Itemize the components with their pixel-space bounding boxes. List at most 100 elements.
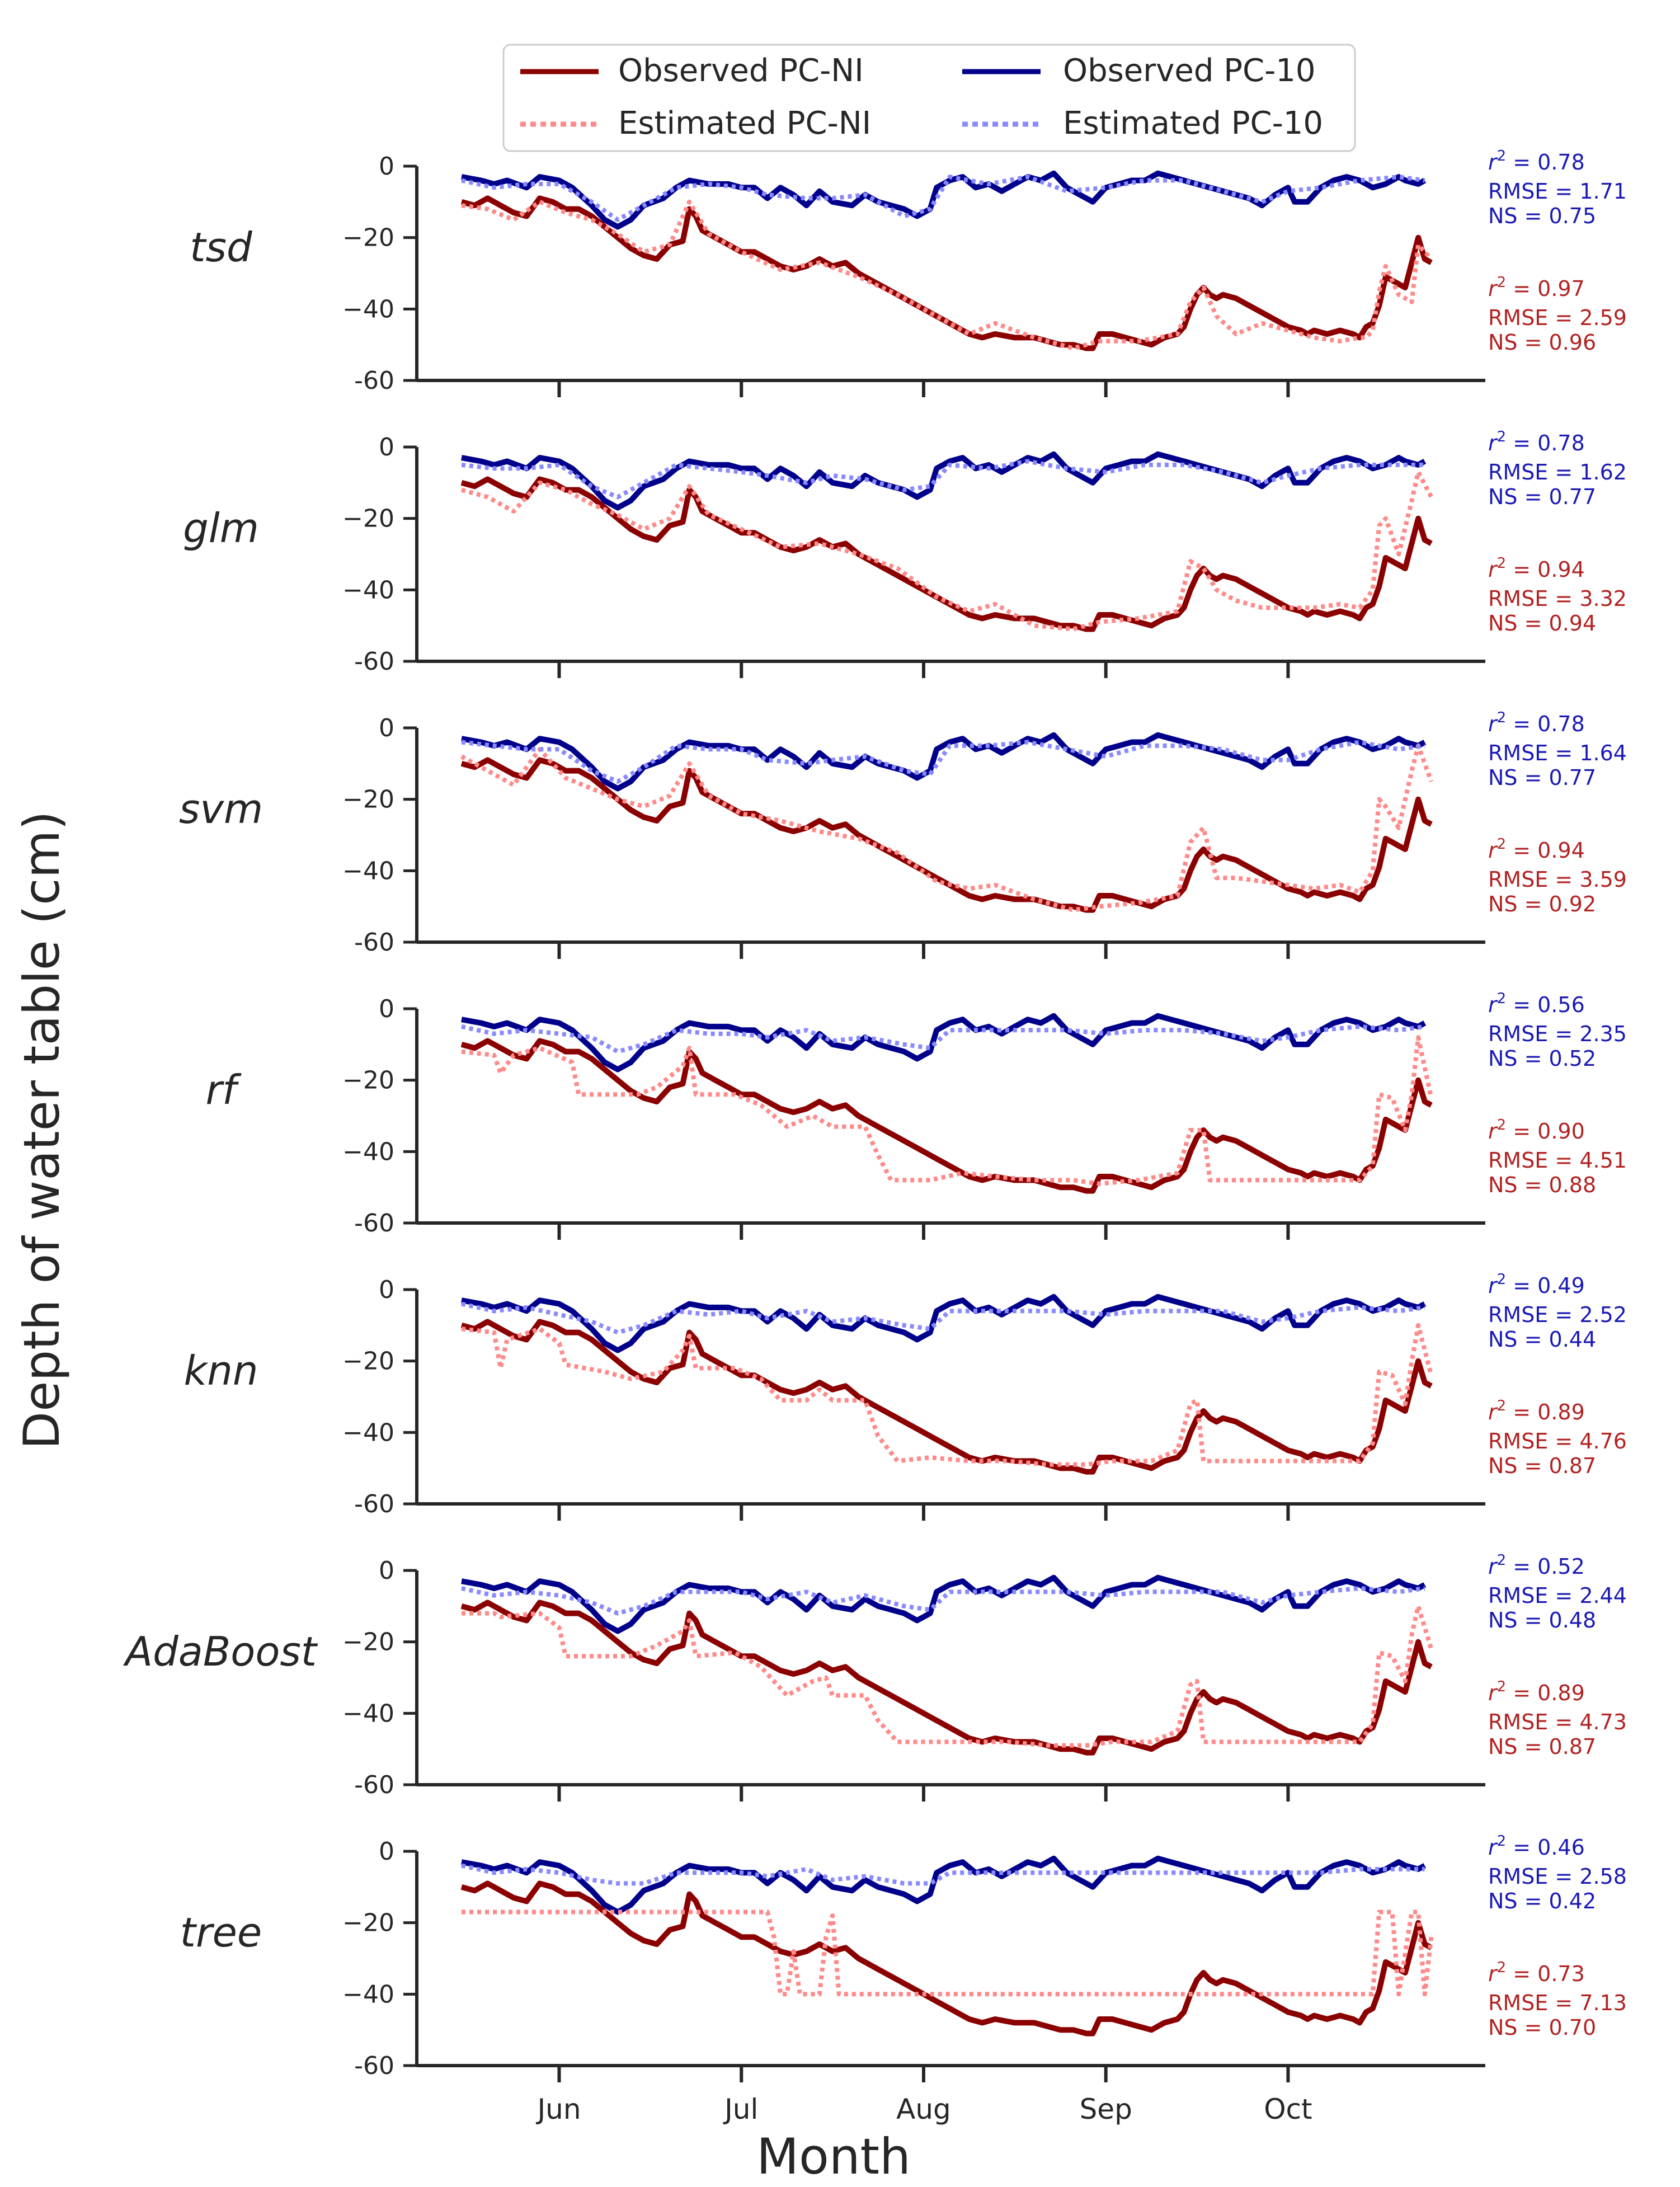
stat-ns-pc10: NS = 0.48 bbox=[1488, 1608, 1596, 1633]
y-tick-label: -60 bbox=[354, 366, 394, 395]
stat-rmse-pcni: RMSE = 3.32 bbox=[1488, 586, 1627, 611]
y-tick-label: -60 bbox=[354, 2052, 394, 2080]
legend: Observed PC-NI Estimated PC-NI Observed … bbox=[502, 44, 1356, 152]
y-tick-label: 0 bbox=[379, 433, 394, 462]
legend-frame bbox=[502, 44, 1356, 152]
stat-ns-pcni: NS = 0.87 bbox=[1488, 1734, 1596, 1759]
stat-rmse-pcni: RMSE = 4.76 bbox=[1488, 1429, 1627, 1454]
series-observed-pcni bbox=[460, 1880, 1433, 2037]
y-tick-label: −20 bbox=[342, 1347, 394, 1376]
stat-rmse-pc10: RMSE = 2.44 bbox=[1488, 1583, 1627, 1608]
y-tick-label: 0 bbox=[379, 1276, 394, 1304]
stat-r2-pc10: r2 = 0.78 bbox=[1488, 709, 1585, 736]
stat-r2-pc10: r2 = 0.46 bbox=[1488, 1833, 1585, 1860]
stat-rmse-pc10: RMSE = 1.64 bbox=[1488, 741, 1627, 765]
y-tick-label: 0 bbox=[379, 1837, 394, 1866]
y-tick-label: -60 bbox=[354, 1209, 394, 1238]
x-tick-label: Oct bbox=[1264, 2093, 1312, 2125]
legend-label-estimated-pcni: Estimated PC-NI bbox=[618, 105, 871, 142]
y-tick-label: 0 bbox=[379, 714, 394, 742]
stat-rmse-pcni: RMSE = 3.59 bbox=[1488, 867, 1627, 892]
stat-r2-pcni: r2 = 0.73 bbox=[1488, 1959, 1585, 1986]
y-tick-label: −20 bbox=[342, 1628, 394, 1657]
series-observed-pcni bbox=[460, 1319, 1433, 1475]
stat-ns-pcni: NS = 0.87 bbox=[1488, 1454, 1596, 1478]
y-tick-label: −20 bbox=[342, 1066, 394, 1095]
stat-r2-pcni: r2 = 0.90 bbox=[1488, 1117, 1585, 1144]
series-estimated-pc10 bbox=[461, 1863, 1425, 1886]
stat-ns-pc10: NS = 0.44 bbox=[1488, 1327, 1596, 1352]
stat-ns-pcni: NS = 0.92 bbox=[1488, 892, 1596, 916]
stat-ns-pcni: NS = 0.88 bbox=[1488, 1173, 1596, 1197]
panel-label: knn bbox=[184, 1347, 258, 1394]
y-tick-label: -60 bbox=[354, 1771, 394, 1799]
panel-label: tree bbox=[180, 1909, 262, 1956]
y-tick-label: −20 bbox=[342, 224, 394, 252]
y-axis-label: Depth of water table (cm) bbox=[13, 811, 70, 1449]
stat-rmse-pc10: RMSE = 2.35 bbox=[1488, 1022, 1627, 1046]
series-estimated-pc10 bbox=[461, 740, 1425, 784]
series-estimated-pcni bbox=[460, 469, 1433, 632]
legend-label-observed-pc10: Observed PC-10 bbox=[1063, 53, 1316, 89]
y-tick-label: −40 bbox=[342, 1699, 394, 1728]
panel-label: rf bbox=[206, 1066, 242, 1113]
stat-ns-pc10: NS = 0.42 bbox=[1488, 1889, 1596, 1913]
series-observed-pcni bbox=[460, 1600, 1433, 1756]
y-tick-label: −40 bbox=[342, 295, 394, 323]
y-tick-label: −40 bbox=[342, 857, 394, 885]
stat-ns-pcni: NS = 0.96 bbox=[1488, 330, 1596, 355]
y-tick-label: 0 bbox=[379, 995, 394, 1023]
legend-label-estimated-pc10: Estimated PC-10 bbox=[1063, 105, 1323, 142]
stat-ns-pcni: NS = 0.70 bbox=[1488, 2015, 1596, 2040]
panel-label: svm bbox=[179, 786, 263, 833]
stat-r2-pcni: r2 = 0.89 bbox=[1488, 1398, 1585, 1424]
series-estimated-pc10 bbox=[461, 459, 1425, 500]
stat-r2-pc10: r2 = 0.78 bbox=[1488, 148, 1585, 175]
legend-label-observed-pcni: Observed PC-NI bbox=[618, 53, 864, 89]
panel-label: tsd bbox=[190, 224, 253, 271]
stat-rmse-pcni: RMSE = 7.13 bbox=[1488, 1991, 1627, 2015]
stat-r2-pcni: r2 = 0.97 bbox=[1488, 274, 1585, 301]
series-estimated-pcni bbox=[462, 1603, 1434, 1748]
series-estimated-pc10 bbox=[461, 1024, 1425, 1054]
series-observed-pcni bbox=[460, 476, 1433, 632]
y-tick-label: 0 bbox=[379, 1556, 394, 1585]
stat-ns-pcni: NS = 0.94 bbox=[1488, 611, 1596, 636]
stat-r2-pc10: r2 = 0.78 bbox=[1488, 429, 1585, 455]
y-tick-label: −40 bbox=[342, 1137, 394, 1166]
stat-r2-pcni: r2 = 0.94 bbox=[1488, 555, 1585, 582]
stat-rmse-pc10: RMSE = 2.52 bbox=[1488, 1302, 1627, 1327]
x-tick-label: Sep bbox=[1080, 2093, 1132, 2125]
series-observed-pc10 bbox=[461, 732, 1427, 792]
stat-ns-pc10: NS = 0.77 bbox=[1488, 765, 1596, 790]
stat-rmse-pcni: RMSE = 4.51 bbox=[1488, 1148, 1627, 1173]
y-tick-label: −40 bbox=[342, 1418, 394, 1447]
stat-r2-pc10: r2 = 0.49 bbox=[1488, 1271, 1585, 1298]
stat-r2-pc10: r2 = 0.52 bbox=[1488, 1552, 1585, 1579]
y-tick-label: -60 bbox=[354, 647, 394, 676]
y-tick-label: -60 bbox=[354, 1490, 394, 1518]
series-estimated-pcni bbox=[462, 1909, 1434, 1997]
y-tick-label: −20 bbox=[342, 505, 394, 533]
y-tick-label: −20 bbox=[342, 786, 394, 814]
stat-r2-pc10: r2 = 0.56 bbox=[1488, 990, 1585, 1017]
series-observed-pc10 bbox=[461, 451, 1427, 511]
y-tick-label: -60 bbox=[354, 928, 394, 957]
y-tick-label: −20 bbox=[342, 1909, 394, 1937]
series-estimated-pcni bbox=[460, 743, 1434, 913]
stat-ns-pc10: NS = 0.77 bbox=[1488, 485, 1596, 509]
stat-ns-pc10: NS = 0.75 bbox=[1488, 204, 1596, 228]
y-tick-label: −40 bbox=[342, 576, 394, 604]
series-observed-pcni bbox=[460, 195, 1433, 351]
series-observed-pc10 bbox=[461, 1855, 1427, 1915]
series-estimated-pcni bbox=[461, 199, 1433, 351]
x-tick-label: Jul bbox=[723, 2093, 758, 2125]
